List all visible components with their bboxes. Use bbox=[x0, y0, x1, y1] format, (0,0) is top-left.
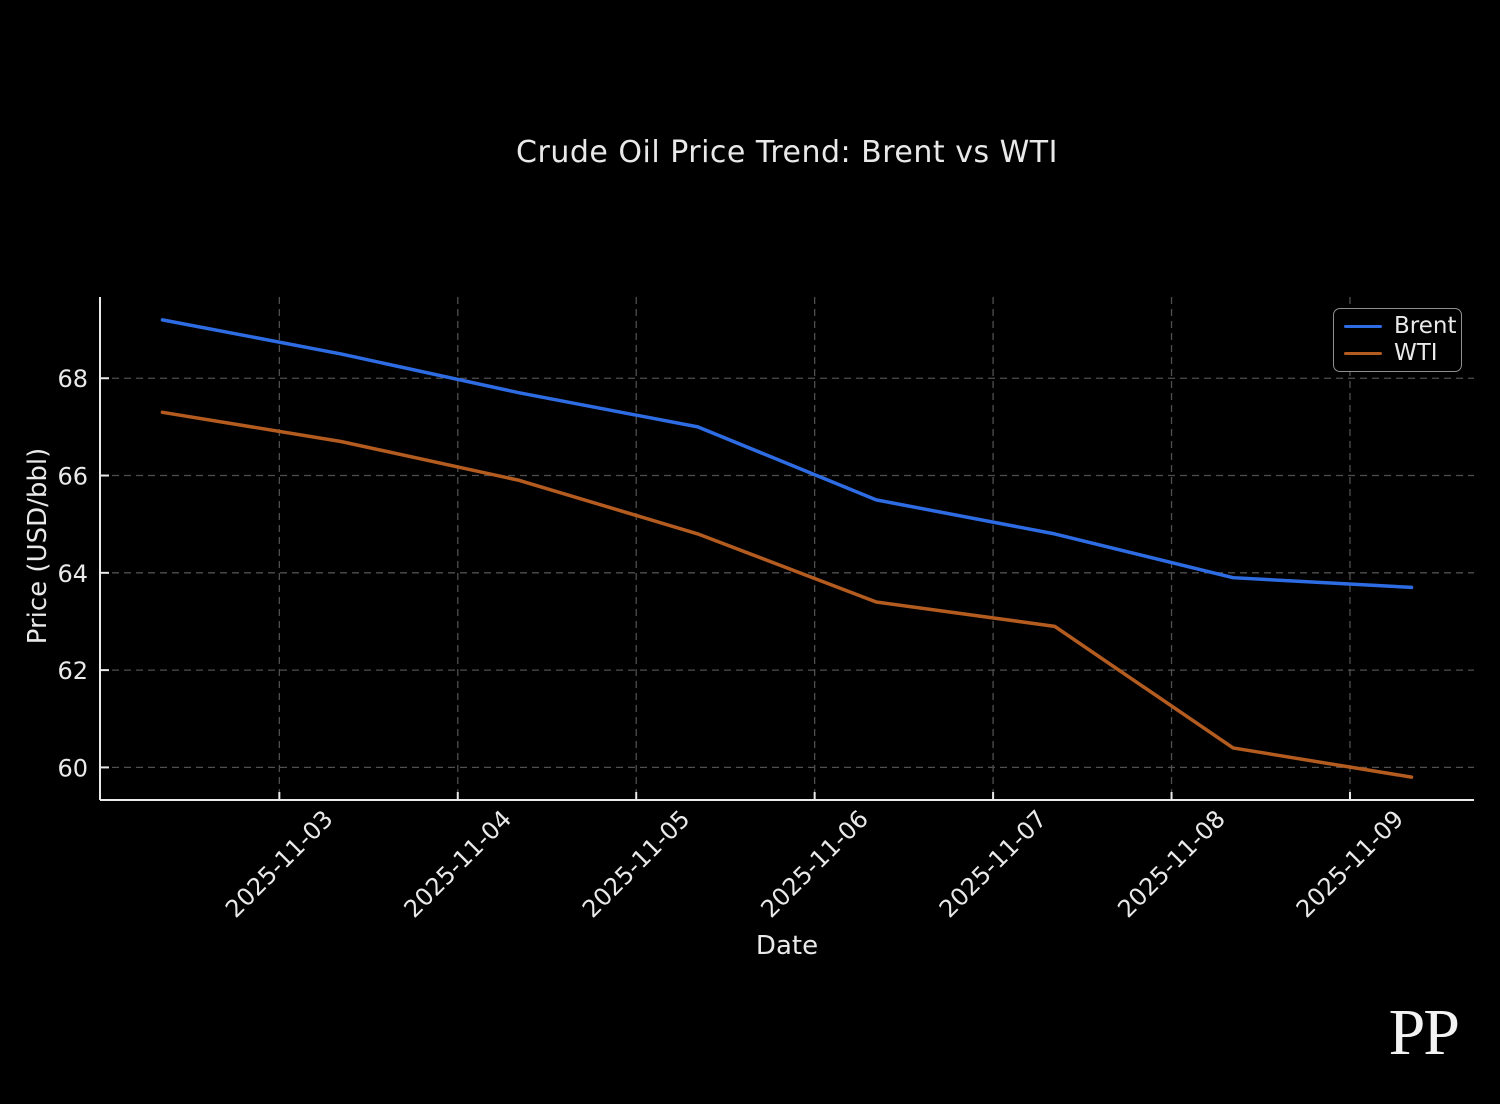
legend-label-wti: WTI bbox=[1394, 340, 1438, 366]
y-tick-label: 64 bbox=[57, 560, 88, 588]
y-tick-label: 60 bbox=[57, 754, 88, 782]
chart-title: Crude Oil Price Trend: Brent vs WTI bbox=[516, 135, 1058, 170]
legend-swatch-wti bbox=[1344, 351, 1382, 356]
series-line-brent bbox=[160, 318, 1414, 590]
x-tick-label: 2025-11-05 bbox=[577, 805, 695, 923]
x-tick-label: 2025-11-09 bbox=[1291, 805, 1409, 923]
legend: Brent WTI bbox=[1333, 308, 1462, 372]
legend-item-wti: WTI bbox=[1344, 342, 1451, 365]
y-tick-label: 62 bbox=[57, 657, 88, 685]
legend-label-brent: Brent bbox=[1394, 313, 1457, 339]
series-line-wti bbox=[160, 410, 1414, 779]
x-axis-title: Date bbox=[755, 931, 819, 961]
x-tick-label: 2025-11-07 bbox=[934, 805, 1052, 923]
x-tick-label: 2025-11-03 bbox=[220, 805, 338, 923]
legend-swatch-brent bbox=[1344, 324, 1382, 329]
x-tick-label: 2025-11-04 bbox=[399, 805, 517, 923]
y-tick-label: 66 bbox=[57, 463, 88, 491]
y-axis-title: Price (USD/bbl) bbox=[23, 447, 53, 645]
x-tick-label: 2025-11-06 bbox=[755, 805, 873, 923]
legend-item-brent: Brent bbox=[1344, 315, 1456, 338]
watermark-logo: PP bbox=[1388, 996, 1460, 1069]
y-tick-label: 68 bbox=[57, 365, 88, 393]
x-tick-label: 2025-11-08 bbox=[1112, 805, 1230, 923]
